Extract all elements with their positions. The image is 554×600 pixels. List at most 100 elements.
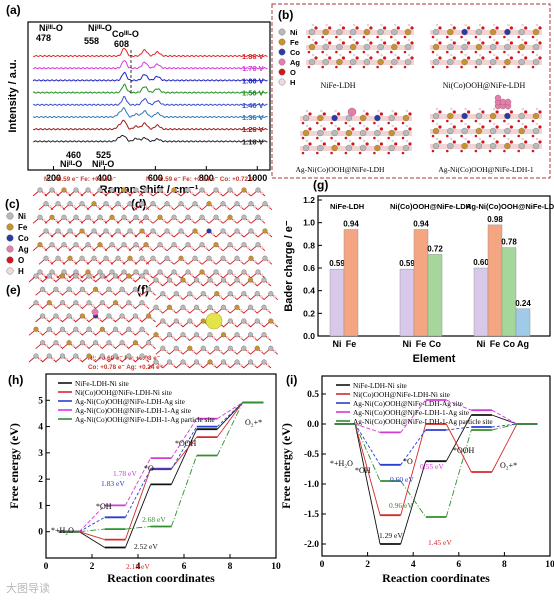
panel-b-slabs: [300, 23, 542, 155]
lattice-metal-atom: [234, 359, 240, 365]
lattice-hydrogen-atom: [260, 218, 264, 222]
lattice-hydrogen-atom: [211, 259, 215, 263]
lattice-metal-atom: [133, 269, 139, 275]
lattice-metal-atom: [173, 318, 179, 324]
lattice-metal-atom: [220, 332, 227, 338]
reaction-step-label: *OOH: [175, 439, 197, 448]
energy-connector: [446, 426, 472, 431]
energy-connector: [446, 399, 472, 411]
slab-oxygen-atom: [460, 119, 463, 123]
slab-oxygen-atom: [379, 112, 383, 116]
slab-metal-atom: [518, 127, 525, 135]
lattice-metal-atom: [106, 286, 112, 292]
lattice-metal-atom: [160, 318, 166, 324]
slab-oxygen-atom: [403, 50, 407, 54]
energy-connector: [79, 531, 105, 541]
lattice-metal-atom: [143, 242, 149, 248]
slab-metal-atom: [331, 114, 338, 122]
slab-oxygen-atom: [341, 26, 345, 30]
lattice-hydrogen-atom: [218, 273, 222, 277]
lattice-metal-atom: [85, 187, 91, 193]
lattice-metal-atom: [241, 269, 247, 275]
lattice-metal-atom: [207, 277, 213, 283]
lattice-metal-atom: [171, 269, 177, 275]
lattice-hydrogen-atom: [85, 290, 88, 294]
energy-x-tick-label: 2: [90, 562, 95, 572]
lattice-hydrogen-atom: [120, 259, 124, 263]
lattice-hydrogen-atom: [190, 218, 194, 222]
slab-hydrogen-atom: [535, 53, 539, 57]
energy-step-annotation: 0.60 eV: [390, 475, 414, 484]
lattice-metal-atom: [146, 286, 152, 292]
slab-oxygen-atom: [474, 134, 478, 138]
lattice-hydrogen-atom: [78, 246, 82, 250]
lattice-metal-atom: [187, 345, 193, 351]
slab-oxygen-atom: [365, 142, 369, 146]
slab-oxygen-atom: [341, 56, 345, 60]
lattice-metal-atom: [262, 255, 268, 261]
slab-metal-atom: [345, 114, 353, 122]
slab-hydrogen-atom: [325, 23, 328, 27]
slab-hydrogen-atom: [478, 53, 482, 57]
slab-oxygen-atom: [509, 110, 513, 114]
slab-oxygen-atom: [460, 134, 463, 138]
lattice-metal-atom: [37, 269, 43, 275]
raman-voltage-label: 1.46 V: [242, 101, 264, 110]
lattice-metal-atom: [157, 242, 163, 248]
slab-oxygen-atom: [467, 140, 471, 144]
slab-oxygen-atom: [373, 121, 376, 125]
slab-metal-atom: [489, 28, 497, 36]
lattice-hydrogen-atom: [172, 336, 175, 340]
lattice-hydrogen-atom: [84, 259, 88, 263]
slab-metal-atom: [377, 28, 384, 36]
lattice-hydrogen-atom: [108, 232, 112, 236]
slab-metal-atom: [489, 58, 497, 66]
lattice-metal-atom: [178, 228, 184, 234]
lattice-metal-atom: [192, 228, 198, 234]
energy-x-tick-label: 6: [456, 560, 461, 570]
lattice-metal-atom: [153, 359, 159, 365]
slab-hydrogen-atom: [380, 23, 383, 27]
lattice-hydrogen-atom: [71, 344, 75, 348]
energy-y-tick-label: -1.5: [304, 510, 319, 520]
lattice-metal-atom: [153, 304, 159, 310]
legend-label: Fe: [18, 223, 28, 232]
lattice-metal-atom: [193, 304, 200, 310]
lattice-hydrogen-atom: [111, 317, 115, 321]
lattice-metal-atom: [255, 269, 261, 275]
peak-label-ni2-460: Niᴵᴵ-O: [60, 159, 82, 169]
slab-oxygen-atom: [474, 119, 478, 123]
energy-connector: [216, 402, 244, 427]
slab-metal-atom: [504, 142, 511, 150]
slab-oxygen-atom: [408, 127, 412, 131]
slab-oxygen-atom: [394, 112, 398, 116]
lattice-metal-atom: [73, 326, 79, 332]
topview-c: [32, 187, 150, 279]
raman-voltage-label: 1.76 V: [242, 64, 264, 73]
lattice-hydrogen-atom: [98, 290, 101, 294]
lattice-hydrogen-atom: [267, 205, 271, 209]
slab-oxygen-atom: [495, 41, 499, 45]
energy-step-annotation: 1.83 eV: [101, 479, 125, 488]
lattice-hydrogen-atom: [144, 357, 148, 361]
slab-oxygen-atom: [452, 110, 456, 114]
slab-oxygen-atom: [503, 35, 506, 39]
lattice-hydrogen-atom: [91, 357, 95, 361]
lattice-metal-atom: [66, 313, 72, 319]
caption-nicooh-nife: Ni(Co)OOH@NiFe-LDH: [443, 81, 526, 90]
lattice-hydrogen-atom: [212, 308, 216, 312]
panel-b-frame: [271, 3, 551, 179]
slab-oxygen-atom: [438, 125, 442, 129]
lattice-hydrogen-atom: [266, 363, 270, 367]
slab-oxygen-atom: [438, 41, 442, 45]
lattice-hydrogen-atom: [176, 273, 180, 277]
lattice-metal-atom: [115, 255, 121, 261]
lattice-metal-atom: [79, 340, 85, 346]
slab-metal-atom: [504, 127, 511, 135]
slab-metal-atom: [377, 43, 384, 51]
energy-connector: [491, 423, 518, 431]
lattice-metal-atom: [143, 269, 149, 275]
lattice-hydrogen-atom: [51, 357, 55, 361]
lattice-hydrogen-atom: [51, 330, 55, 334]
